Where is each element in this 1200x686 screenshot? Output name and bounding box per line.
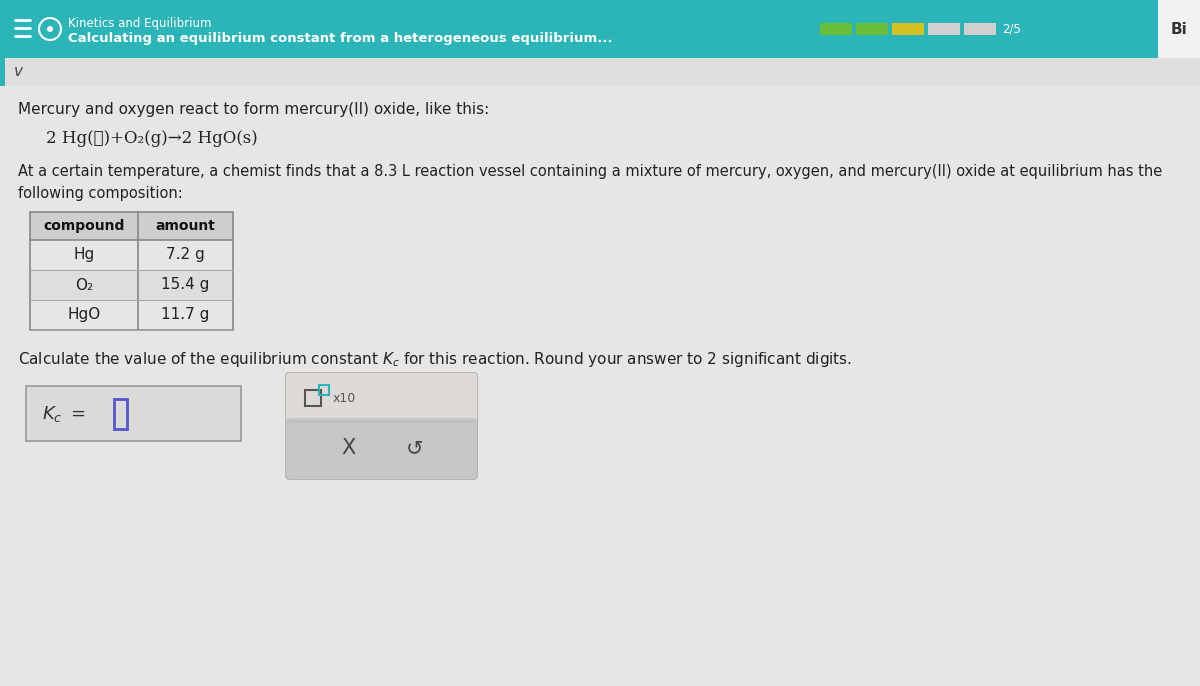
Text: Hg: Hg [73, 248, 95, 263]
Bar [289, 421, 474, 476]
Text: amount: amount [156, 219, 216, 233]
Text: compound: compound [43, 219, 125, 233]
FancyBboxPatch shape [286, 373, 478, 479]
Text: At a certain temperature, a chemist finds that a 8.3 L reaction vessel containin: At a certain temperature, a chemist find… [18, 164, 1163, 179]
Text: ↺: ↺ [406, 438, 424, 458]
Text: 15.4 g: 15.4 g [161, 278, 210, 292]
Text: v: v [13, 64, 23, 80]
Bar [820, 23, 852, 35]
Bar [30, 270, 233, 300]
FancyBboxPatch shape [286, 418, 478, 479]
Text: O₂: O₂ [74, 278, 94, 292]
Text: 11.7 g: 11.7 g [161, 307, 210, 322]
Bar [30, 300, 233, 330]
Bar [928, 23, 960, 35]
Text: Mercury and oxygen react to form mercury(II) oxide, like this:: Mercury and oxygen react to form mercury… [18, 102, 490, 117]
Text: Kinetics and Equilibrium: Kinetics and Equilibrium [68, 17, 211, 30]
Bar [289, 413, 474, 421]
Bar [114, 399, 127, 429]
Bar [30, 212, 233, 240]
Text: Calculate the value of the equilibrium constant $K_c$ for this reaction. Round y: Calculate the value of the equilibrium c… [18, 350, 852, 369]
Text: X: X [341, 438, 355, 458]
FancyBboxPatch shape [286, 373, 478, 424]
Text: Bi: Bi [1171, 21, 1187, 36]
Text: following composition:: following composition: [18, 186, 182, 201]
Bar [964, 23, 996, 35]
Circle shape [47, 26, 53, 32]
Text: $K_c\ =$: $K_c\ =$ [42, 403, 85, 423]
Text: 7.2 g: 7.2 g [166, 248, 205, 263]
Bar [0, 58, 1200, 86]
Bar [0, 86, 1200, 686]
Bar [0, 58, 5, 86]
Bar [856, 23, 888, 35]
Bar [892, 23, 924, 35]
Text: Calculating an equilibrium constant from a heterogeneous equilibrium...: Calculating an equilibrium constant from… [68, 32, 613, 45]
Text: x10: x10 [334, 392, 356, 405]
Bar [30, 212, 233, 330]
Text: 2/5: 2/5 [1002, 23, 1021, 36]
Bar [319, 385, 329, 395]
Bar [0, 0, 1200, 58]
Bar [305, 390, 322, 406]
Text: HgO: HgO [67, 307, 101, 322]
Bar [26, 386, 241, 441]
Bar [30, 240, 233, 270]
Text: 2 Hg(ℓ)+O₂(g)→2 HgO(s): 2 Hg(ℓ)+O₂(g)→2 HgO(s) [46, 130, 258, 147]
Bar [1158, 0, 1200, 58]
